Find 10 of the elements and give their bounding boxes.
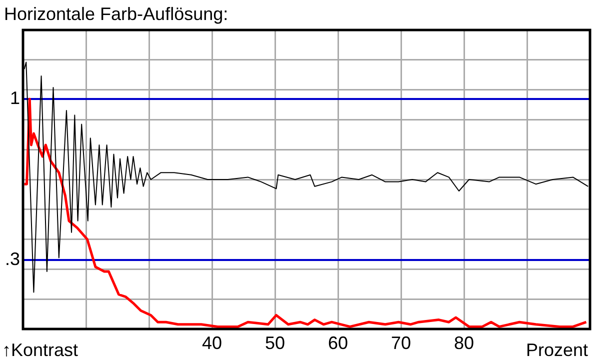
ref-line-label: .3 (4, 248, 20, 269)
y-axis-title: ↑Kontrast (2, 340, 78, 360)
x-axis-title: Prozent (526, 340, 588, 360)
chart-title: Horizontale Farb-Auflösung: (4, 4, 228, 24)
ref-line-label: 1 (10, 88, 20, 108)
x-tick-label: 40 (202, 332, 222, 353)
x-tick-label: 60 (328, 332, 348, 353)
x-tick-label: 50 (264, 332, 286, 353)
x-tick-label: 80 (454, 332, 474, 353)
x-tick-label: 70 (390, 332, 412, 353)
